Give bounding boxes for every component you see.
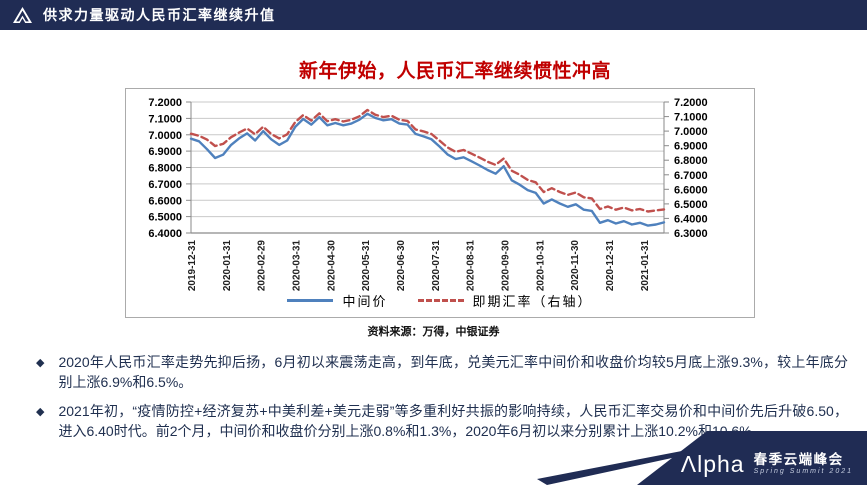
x-tick-label: 2020-08-31 [466, 240, 477, 292]
bullet-item: ◆ 2020年人民币汇率走势先抑后扬，6月初以来震荡走高，到年底，兑美元汇率中间… [36, 353, 848, 393]
header-title: 供求力量驱动人民币汇率继续升值 [43, 7, 276, 23]
diamond-bullet-icon: ◆ [36, 357, 45, 369]
series-midpoint [189, 112, 666, 227]
left-axis-label: 6.8000 [148, 163, 182, 175]
left-axis-label: 6.9000 [148, 146, 182, 158]
x-tick-label: 2020-02-29 [257, 240, 268, 292]
legend-label-spot: 即期汇率（右轴） [472, 294, 593, 309]
bullet-text-2: 2021年初，“疫情防控+经济复苏+中美利差+美元走弱”等多重利好共振的影响持续… [58, 402, 848, 439]
fx-rate-chart-plot: 7.2000 7.1000 7.0000 6.9000 6.8000 6.7000 6.60… [148, 97, 708, 292]
left-axis-label: 7.2000 [148, 97, 182, 109]
x-tick-label: 2020-01-31 [222, 240, 233, 292]
fx-rate-chart: 7.2000 7.1000 7.0000 6.9000 6.8000 6.7000 6.60… [125, 88, 755, 318]
header-bar: 供求力量驱动人民币汇率继续升值 [0, 0, 867, 30]
x-tick-label: 2020-10-31 [535, 240, 546, 292]
x-tick-label: 2020-11-30 [570, 240, 581, 291]
footer-band [637, 431, 867, 485]
legend-item-midpoint: 中间价 [287, 291, 387, 310]
bullet-list: ◆ 2020年人民币汇率走势先抑后扬，6月初以来震荡走高，到年底，兑美元汇率中间… [36, 353, 848, 451]
right-axis-label: 7.0000 [674, 126, 708, 138]
event-title: 春季云端峰会 Spring Summit 2021 [754, 452, 853, 476]
x-tick-label: 2020-06-30 [396, 240, 407, 292]
bullet-text-1: 2020年人民币汇率走势先抑后扬，6月初以来震荡走高，到年底，兑美元汇率中间价和… [58, 354, 848, 390]
event-title-cn: 春季云端峰会 [753, 452, 844, 468]
right-axis-label: 7.1000 [674, 112, 708, 124]
right-axis-label: 7.2000 [674, 97, 708, 109]
red-dashed-line-swatch [417, 299, 464, 302]
x-tick-label: 2020-09-30 [501, 240, 512, 292]
x-tick-label: 2020-07-31 [431, 240, 442, 292]
alpha-triangle-icon [13, 7, 32, 23]
right-axis-label: 6.7000 [674, 170, 708, 182]
legend-item-spot: 即期汇率（右轴） [417, 291, 593, 310]
blue-solid-line-swatch [287, 299, 334, 302]
x-tick-label: 2020-12-31 [605, 240, 616, 292]
legend-label-midpoint: 中间价 [342, 294, 388, 309]
right-axis-label: 6.6000 [674, 184, 708, 196]
x-tick-label: 2021-01-31 [640, 240, 651, 292]
right-axis-label: 6.9000 [674, 141, 708, 153]
right-axis-label: 6.3000 [674, 228, 708, 240]
right-axis-label: 6.5000 [674, 199, 708, 211]
slide-title: 新年伊始，人民币汇率继续惯性冲高 [298, 61, 611, 82]
left-axis-label: 6.4000 [148, 228, 182, 240]
left-axis-label: 7.0000 [148, 130, 182, 142]
x-tick-label: 2019-12-31 [187, 240, 198, 292]
footer-logo: Λlpha 春季云端峰会 Spring Summit 2021 [681, 452, 853, 476]
chart-legend: 中间价 即期汇率（右轴） [126, 291, 754, 310]
left-axis-label: 6.6000 [148, 195, 182, 207]
x-tick-label: 2020-05-31 [361, 240, 372, 292]
alpha-wordmark: Λlpha [680, 450, 745, 477]
x-tick-label: 2020-03-31 [292, 240, 303, 292]
left-axis-label: 6.7000 [148, 179, 182, 191]
footer-banner-art [537, 431, 867, 485]
chart-source-note: 资料来源：万得，中银证券 [367, 326, 500, 338]
series-spot-rate [189, 108, 666, 213]
bullet-item: ◆ 2021年初，“疫情防控+经济复苏+中美利差+美元走弱”等多重利好共振的影响… [36, 402, 848, 442]
left-axis-label: 6.5000 [148, 212, 182, 224]
x-tick-label: 2020-04-30 [326, 240, 337, 292]
right-axis-label: 6.8000 [674, 155, 708, 167]
right-axis-label: 6.4000 [674, 213, 708, 225]
footer-stripe [537, 450, 695, 485]
left-axis-label: 7.1000 [148, 113, 182, 125]
diamond-bullet-icon: ◆ [36, 405, 45, 418]
event-title-en: Spring Summit 2021 [753, 467, 853, 475]
